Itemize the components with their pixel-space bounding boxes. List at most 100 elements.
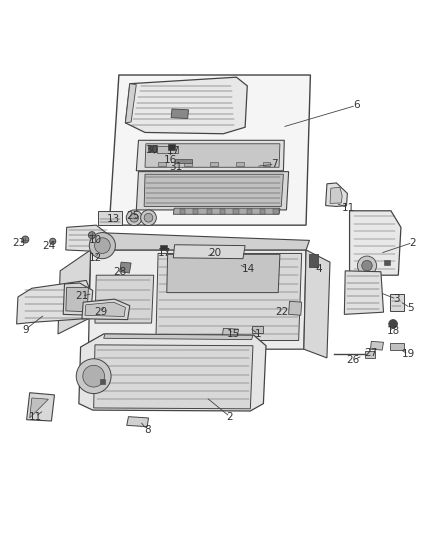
Text: 19: 19 bbox=[402, 350, 415, 359]
Bar bbox=[157, 147, 178, 154]
Polygon shape bbox=[27, 393, 54, 421]
Text: 21: 21 bbox=[75, 291, 88, 301]
Polygon shape bbox=[125, 84, 136, 123]
Polygon shape bbox=[344, 271, 384, 314]
Circle shape bbox=[22, 236, 29, 243]
Polygon shape bbox=[125, 77, 247, 134]
Circle shape bbox=[49, 238, 56, 244]
Polygon shape bbox=[95, 275, 154, 323]
Text: 11: 11 bbox=[342, 203, 355, 213]
Polygon shape bbox=[350, 211, 401, 275]
Text: 4: 4 bbox=[316, 264, 322, 273]
Text: 3: 3 bbox=[393, 294, 400, 304]
Text: 27: 27 bbox=[365, 348, 378, 358]
Polygon shape bbox=[127, 417, 148, 426]
Polygon shape bbox=[85, 302, 125, 317]
Text: 6: 6 bbox=[353, 100, 360, 110]
Polygon shape bbox=[167, 254, 280, 293]
Polygon shape bbox=[110, 75, 311, 225]
Text: 28: 28 bbox=[113, 266, 127, 277]
Bar bbox=[262, 162, 270, 166]
Text: 17: 17 bbox=[167, 146, 180, 156]
Circle shape bbox=[88, 232, 95, 239]
Polygon shape bbox=[63, 283, 93, 315]
Bar bbox=[390, 343, 403, 350]
Circle shape bbox=[389, 320, 397, 328]
Text: 29: 29 bbox=[94, 307, 107, 317]
Polygon shape bbox=[371, 341, 384, 350]
Polygon shape bbox=[104, 334, 253, 340]
Bar bbox=[309, 254, 318, 266]
Text: 12: 12 bbox=[88, 253, 102, 263]
Bar bbox=[260, 208, 265, 214]
Text: 24: 24 bbox=[42, 240, 55, 251]
Bar bbox=[184, 162, 192, 166]
Bar bbox=[193, 208, 198, 214]
Text: 14: 14 bbox=[241, 264, 255, 273]
Bar bbox=[252, 326, 263, 333]
Bar bbox=[176, 158, 192, 163]
Text: 2: 2 bbox=[226, 411, 233, 422]
Circle shape bbox=[83, 365, 105, 387]
Text: 16: 16 bbox=[164, 155, 177, 165]
Bar bbox=[207, 208, 212, 214]
Polygon shape bbox=[156, 254, 302, 341]
Bar bbox=[220, 208, 225, 214]
Bar bbox=[237, 162, 244, 166]
Bar bbox=[98, 211, 122, 225]
Bar bbox=[148, 144, 157, 152]
Polygon shape bbox=[330, 187, 342, 204]
Text: 20: 20 bbox=[208, 248, 221, 259]
Circle shape bbox=[362, 261, 372, 271]
Bar bbox=[100, 379, 106, 384]
Bar bbox=[385, 261, 390, 265]
Circle shape bbox=[357, 256, 377, 275]
Polygon shape bbox=[82, 299, 130, 320]
Text: 23: 23 bbox=[12, 238, 25, 248]
Bar bbox=[233, 208, 239, 214]
Text: 22: 22 bbox=[276, 307, 289, 317]
Circle shape bbox=[76, 359, 111, 393]
Text: 2: 2 bbox=[410, 238, 416, 247]
Polygon shape bbox=[30, 398, 48, 418]
Text: 25: 25 bbox=[126, 212, 139, 221]
Text: 9: 9 bbox=[22, 325, 28, 335]
Polygon shape bbox=[144, 174, 283, 206]
Text: 8: 8 bbox=[144, 425, 151, 435]
Bar bbox=[365, 351, 375, 358]
Bar bbox=[247, 208, 252, 214]
Polygon shape bbox=[94, 345, 253, 409]
Polygon shape bbox=[223, 328, 239, 336]
Polygon shape bbox=[304, 250, 330, 358]
Polygon shape bbox=[58, 250, 91, 334]
Circle shape bbox=[130, 213, 138, 222]
Bar bbox=[273, 208, 279, 214]
Polygon shape bbox=[79, 334, 266, 411]
Bar bbox=[160, 245, 167, 251]
Polygon shape bbox=[120, 262, 131, 273]
Text: 26: 26 bbox=[346, 355, 360, 365]
Circle shape bbox=[144, 213, 153, 222]
Polygon shape bbox=[325, 183, 347, 206]
Bar bbox=[210, 162, 218, 166]
Text: 1: 1 bbox=[255, 329, 261, 339]
Polygon shape bbox=[173, 245, 245, 259]
Text: 17: 17 bbox=[158, 248, 171, 259]
Text: 31: 31 bbox=[169, 162, 182, 172]
Text: 11: 11 bbox=[29, 411, 42, 422]
Text: 10: 10 bbox=[88, 236, 102, 245]
Bar bbox=[168, 144, 175, 150]
Polygon shape bbox=[171, 109, 188, 118]
Polygon shape bbox=[136, 140, 284, 171]
Text: 15: 15 bbox=[227, 329, 240, 339]
Polygon shape bbox=[91, 232, 310, 250]
Text: 5: 5 bbox=[407, 303, 414, 313]
Circle shape bbox=[89, 232, 116, 259]
Polygon shape bbox=[66, 225, 110, 251]
Polygon shape bbox=[66, 287, 88, 312]
Text: 30: 30 bbox=[145, 145, 158, 155]
Polygon shape bbox=[145, 144, 280, 167]
Text: 13: 13 bbox=[107, 214, 120, 224]
Bar bbox=[158, 162, 166, 166]
Polygon shape bbox=[17, 280, 88, 324]
